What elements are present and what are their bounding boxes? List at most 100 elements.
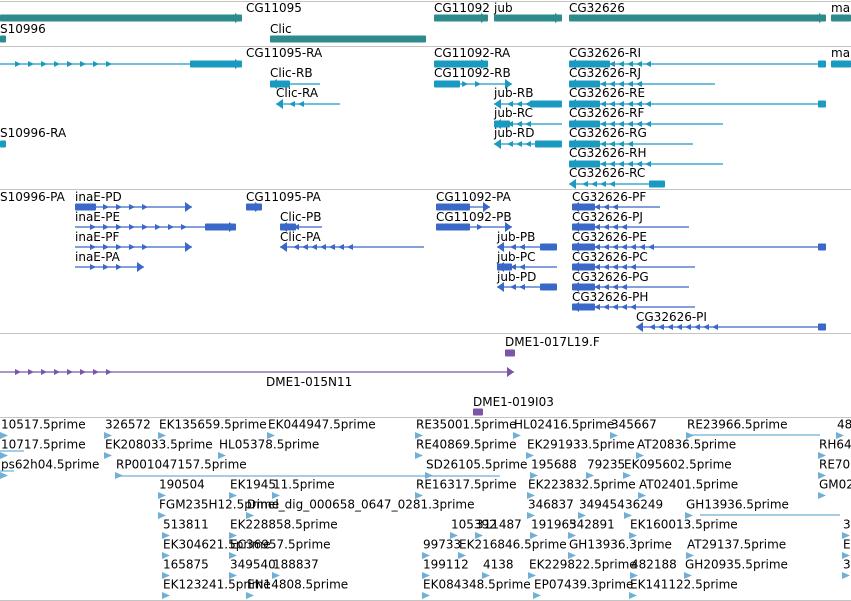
est-gh13936-5prime[interactable]: GH13936.5prime	[685, 498, 789, 520]
feature-cg11092-rb[interactable]: CG11092-RB	[434, 66, 512, 89]
est-e[interactable]: E	[842, 538, 851, 560]
est-188837[interactable]: 188837	[272, 558, 319, 580]
est-re705[interactable]: RE705	[818, 458, 851, 480]
est-513811[interactable]: 513811	[162, 518, 209, 540]
est-ek208033-5prime[interactable]: EK208033.5prime	[104, 438, 213, 460]
est-346837[interactable]: 346837	[527, 498, 574, 520]
feature-cg11092-pa[interactable]: CG11092-PA	[436, 190, 512, 212]
est-11-5prime[interactable]: 11.5prime	[272, 478, 335, 500]
feature-cg32626[interactable]: CG32626	[569, 1, 826, 23]
est-ek095602-5prime[interactable]: EK095602.5prime	[623, 458, 732, 480]
est-rh64[interactable]: RH64	[818, 438, 851, 460]
est-ek044947-5prime[interactable]: EK044947.5prime	[267, 418, 376, 440]
est-349454[interactable]: 349454	[578, 498, 625, 520]
feature-clic-pa[interactable]: Clic-PA	[280, 230, 424, 252]
est-ep07439-3prime[interactable]: EP07439.3prime	[533, 578, 633, 600]
est-165875[interactable]: 165875	[162, 558, 209, 580]
est-dmel-dig-000658-0647-0281-3prime[interactable]: Dmel_dig_000658_0647_0281.3prime	[246, 498, 475, 520]
feature-cg32626-pi[interactable]: CG32626-PI	[636, 310, 826, 332]
feature-cg32626-pj[interactable]: CG32626-PJ	[572, 210, 689, 232]
est-en14808-5prime[interactable]: EN14808.5prime	[246, 578, 348, 600]
est-re35001-5prime[interactable]: RE35001.5prime	[415, 418, 517, 440]
est-10517-5prime[interactable]: 10517.5prime	[0, 418, 86, 440]
est-345667[interactable]: 345667	[610, 418, 657, 440]
est-ek216846-5prime[interactable]: EK216846.5prime	[458, 538, 567, 560]
feature-cg32626-pe[interactable]: CG32626-PE	[572, 230, 826, 252]
est-re23966-5prime[interactable]: RE23966.5prime	[686, 418, 788, 440]
est-326572[interactable]: 326572	[104, 418, 151, 440]
feature-cg11092[interactable]: CG11092	[434, 1, 490, 23]
est-ek223832-5prime[interactable]: EK223832.5prime	[527, 478, 636, 500]
est-99733[interactable]: 99733	[422, 538, 461, 560]
est-542891[interactable]: 542891	[568, 518, 615, 540]
est-ek228858-5prime[interactable]: EK228858.5prime	[229, 518, 338, 540]
est-79235[interactable]: 79235	[586, 458, 625, 480]
est-ek229822-5prime[interactable]: EK229822.5prime	[528, 558, 637, 580]
est-re40869-5prime[interactable]: RE40869.5prime	[415, 438, 517, 460]
feature-cg32626-pg[interactable]: CG32626-PG	[572, 270, 689, 292]
feature-cg11095-ra[interactable]: CG11095-RA	[0, 46, 323, 69]
est-at29137-5prime[interactable]: AT29137.5prime	[686, 538, 786, 560]
est-ek141122-5prime[interactable]: EK141122.5prime	[629, 578, 738, 600]
feature-cg32626-rh[interactable]: CG32626-RH	[569, 146, 723, 169]
est-ek304621-5prime[interactable]: EK304621.5prime	[162, 538, 271, 560]
feature-s10996-pa[interactable]: S10996-PA	[0, 190, 66, 204]
est-4138[interactable]: 4138	[482, 558, 514, 580]
feature-ma[interactable]: ma	[831, 46, 851, 68]
est-ek084348-5prime[interactable]: EK084348.5prime	[422, 578, 531, 600]
est-ec36957-5prime[interactable]: EC36957.5prime	[229, 538, 331, 560]
feature-clic-ra[interactable]: Clic-RA	[276, 86, 340, 109]
est-ek123241-5prime[interactable]: EK123241.5prime	[162, 578, 271, 600]
est-311487[interactable]: 311487	[475, 518, 522, 540]
est-hl05378-5prime[interactable]: HL05378.5prime	[218, 438, 319, 460]
feature-cg32626-ri[interactable]: CG32626-RI	[569, 46, 826, 69]
feature-cg32626-rg[interactable]: CG32626-RG	[569, 126, 693, 149]
est-ps62h04-5prime[interactable]: ps62h04.5prime	[0, 458, 99, 480]
est-hl02416-5prime[interactable]: HL02416.5prime	[513, 418, 614, 440]
feature-cg11095[interactable]: CG11095	[0, 1, 302, 23]
feature-dme1-019i03[interactable]: DME1-019I03	[473, 395, 554, 416]
est-349540[interactable]: 349540	[229, 558, 276, 580]
feature-cg32626-re[interactable]: CG32626-RE	[569, 86, 826, 109]
feature-cg32626-pf[interactable]: CG32626-PF	[572, 190, 660, 212]
est-re16317-5prime[interactable]: RE16317.5prime	[415, 478, 517, 500]
est-ek135659-5prime[interactable]: EK135659.5prime	[158, 418, 267, 440]
est-191963[interactable]: 191963	[530, 518, 577, 540]
feature-inae-pf[interactable]: inaE-PF	[75, 230, 192, 252]
est-gh13936-3prime[interactable]: GH13936.3prime	[568, 538, 672, 560]
est-190504[interactable]: 190504	[158, 478, 205, 500]
feature-clic-pb[interactable]: Clic-PB	[280, 210, 322, 232]
est-fgm235h12-5prime[interactable]: FGM235H12.5prime	[158, 498, 279, 520]
feature-clic-rb[interactable]: Clic-RB	[270, 66, 320, 89]
feature-inae-pd[interactable]: inaE-PD	[75, 190, 192, 212]
est-at02401-5prime[interactable]: AT02401.5prime	[638, 478, 738, 500]
est-ek160013-5prime[interactable]: EK160013.5prime	[629, 518, 738, 540]
feature-dme1-017l19-f[interactable]: DME1-017L19.F	[505, 335, 600, 357]
est-ek291933-5prime[interactable]: EK291933.5prime	[526, 438, 635, 460]
feature-inae-pa[interactable]: inaE-PA	[75, 250, 144, 272]
est-3[interactable]: 3	[842, 558, 851, 580]
est-482188[interactable]: 482188	[630, 558, 677, 580]
feature-dme1-015n11[interactable]: DME1-015N11	[0, 367, 514, 389]
feature-cg32626-rj[interactable]: CG32626-RJ	[569, 66, 715, 89]
feature-cg32626-rf[interactable]: CG32626-RF	[569, 106, 723, 129]
feature-jub-pc[interactable]: jub-PC	[496, 250, 557, 272]
feature-jub[interactable]: jub	[493, 1, 562, 23]
feature-cg11095-pa[interactable]: CG11095-PA	[246, 190, 322, 212]
feature-s10996-ra[interactable]: S10996-RA	[0, 126, 67, 148]
feature-cg32626-rc[interactable]: CG32626-RC	[569, 166, 665, 189]
feature-jub-rd[interactable]: jub-RD	[493, 126, 562, 149]
feature-ma[interactable]: ma	[831, 1, 851, 22]
feature-cg11092-pb[interactable]: CG11092-PB	[436, 210, 512, 232]
feature-inae-pe[interactable]: inaE-PE	[75, 210, 236, 232]
feature-jub-pb[interactable]: jub-PB	[496, 230, 557, 252]
feature-cg32626-ph[interactable]: CG32626-PH	[572, 290, 695, 312]
est-10717-5prime[interactable]: 10717.5prime	[0, 438, 86, 460]
feature-jub-rb[interactable]: jub-RB	[493, 86, 562, 109]
est-36249[interactable]: 36249	[624, 498, 663, 520]
feature-cg11092-ra[interactable]: CG11092-RA	[434, 46, 511, 69]
est-ek1945[interactable]: EK1945	[229, 478, 276, 500]
est-gh20935-5prime[interactable]: GH20935.5prime	[684, 558, 788, 580]
est-199112[interactable]: 199112	[422, 558, 469, 580]
est-gm02[interactable]: GM02	[818, 478, 851, 500]
